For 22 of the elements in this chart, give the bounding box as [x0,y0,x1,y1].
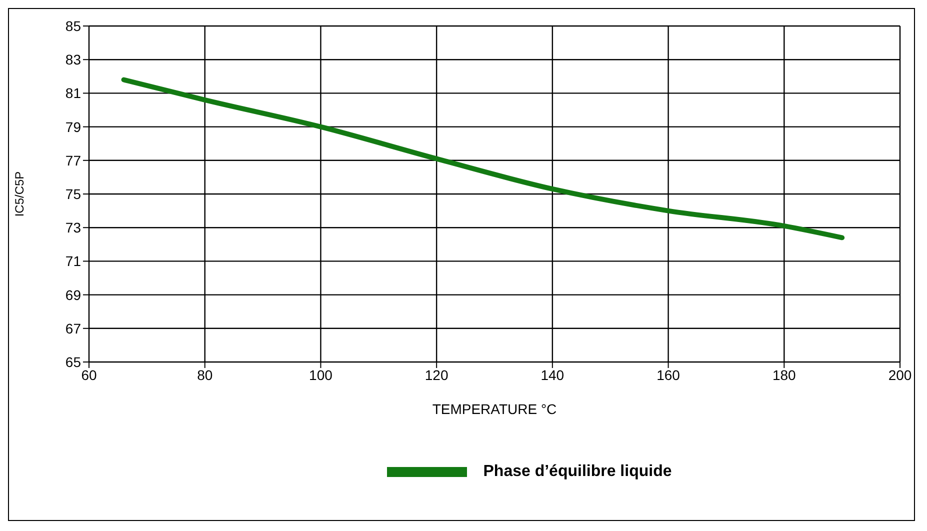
legend-label: Phase d’équilibre liquide [483,463,672,480]
y-tick-label: 85 [65,18,82,34]
y-tick-label: 81 [65,85,82,102]
y-tick-label: 77 [65,152,82,168]
x-tick-label: 160 [656,366,680,383]
x-tick-label: 100 [309,366,333,383]
x-tick-label: 60 [81,366,97,383]
y-tick-label: 71 [65,253,82,270]
y-axis-title: IC5/C5P [12,171,26,217]
x-tick-label: 200 [888,366,912,383]
y-tick-label: 73 [65,220,82,236]
y-tick-label: 75 [65,186,82,202]
y-tick-label: 67 [65,320,82,336]
x-tick-label: 80 [197,366,213,383]
y-tick-label: 83 [65,52,82,68]
y-tick-label: 65 [65,354,82,370]
x-tick-label: 120 [424,366,448,383]
y-tick-label: 79 [65,118,82,135]
y-tick-label: 69 [65,286,82,303]
x-tick-label: 180 [772,366,796,383]
x-tick-label: 140 [540,366,564,383]
x-axis-title: TEMPERATURE °C [432,401,557,417]
